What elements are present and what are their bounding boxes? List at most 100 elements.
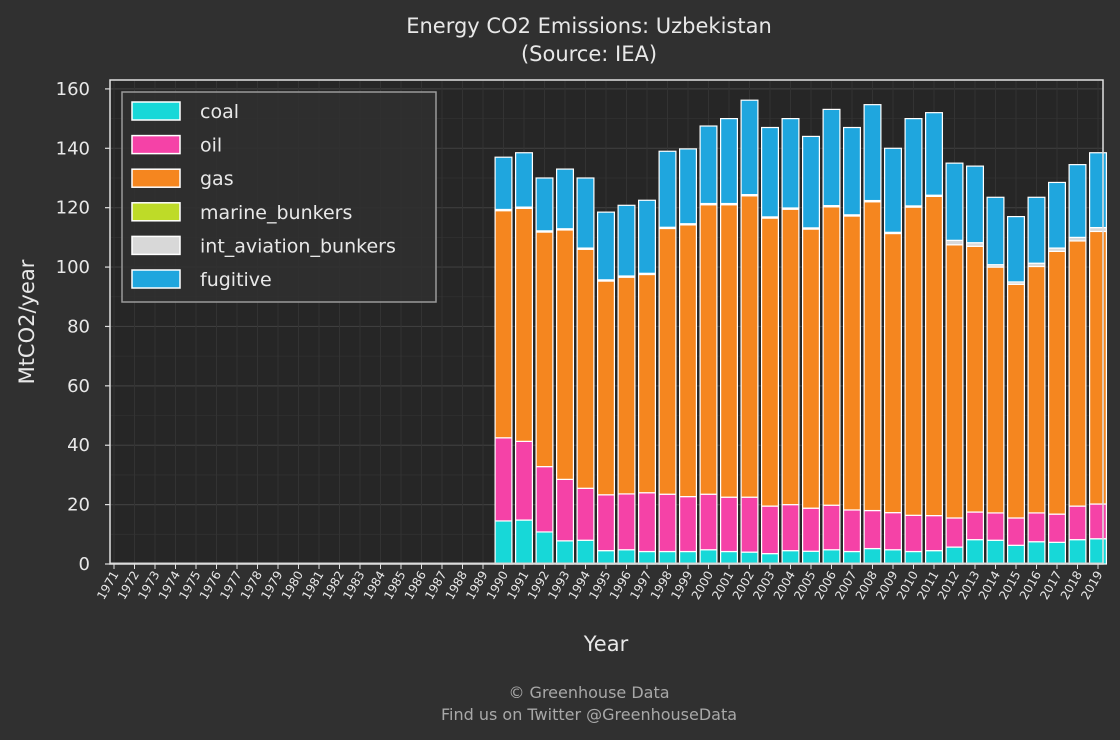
- bar-coal-2010: [904, 550, 923, 565]
- bar-gas-2004: [781, 208, 800, 506]
- bar-fugitive-2008: [863, 104, 882, 202]
- bar-fugitive-2019: [1088, 152, 1108, 229]
- bar-oil-2002: [740, 496, 759, 553]
- bar-oil-1998: [658, 493, 677, 553]
- bar-gas-1999: [678, 224, 698, 498]
- bar-coal-1993: [555, 540, 575, 565]
- y-tick-label-100: 100: [56, 257, 90, 278]
- bar-coal-2018: [1068, 539, 1087, 565]
- bar-coal-1992: [535, 531, 554, 565]
- bar-oil-2017: [1047, 513, 1067, 543]
- bar-coal-2006: [822, 549, 841, 565]
- bar-coal-1997: [637, 550, 657, 565]
- bar-oil-1996: [617, 493, 636, 551]
- x-axis: 1971197219731974197519761977197819791980…: [94, 564, 1106, 602]
- bar-fugitive-1997: [637, 199, 657, 274]
- bar-fugitive-1993: [555, 168, 575, 230]
- bar-gas-2005: [801, 228, 821, 509]
- bar-oil-2000: [699, 493, 718, 551]
- bar-oil-2016: [1027, 512, 1046, 543]
- bar-fugitive-2004: [781, 117, 800, 209]
- bar-fugitive-2003: [760, 126, 780, 218]
- legend-label-int_aviation_bunkers: int_aviation_bunkers: [200, 235, 396, 257]
- bar-oil-2010: [904, 514, 923, 553]
- bar-gas-2012: [945, 244, 964, 519]
- bar-coal-1990: [494, 520, 513, 565]
- y-axis-label: MtCO2/year: [15, 259, 39, 384]
- bar-fugitive-2013: [965, 165, 985, 244]
- legend-swatch-int_aviation_bunkers: [131, 235, 181, 256]
- y-tick-label-20: 20: [67, 495, 90, 516]
- bar-gas-2006: [822, 206, 841, 506]
- bar-coal-2008: [863, 547, 882, 565]
- bar-oil-1995: [596, 494, 616, 552]
- bar-fugitive-1996: [617, 204, 636, 277]
- y-tick-label-140: 140: [56, 138, 90, 159]
- bar-fugitive-1992: [535, 177, 554, 232]
- bar-gas-2009: [883, 232, 903, 514]
- y-tick-label-120: 120: [56, 198, 90, 219]
- bar-gas-2003: [760, 217, 780, 507]
- bar-coal-2005: [801, 550, 821, 565]
- bar-oil-1999: [678, 496, 698, 553]
- bar-gas-2019: [1088, 230, 1108, 505]
- bar-fugitive-2016: [1027, 196, 1046, 264]
- legend-label-marine_bunkers: marine_bunkers: [200, 202, 352, 224]
- bar-fugitive-2009: [883, 147, 903, 233]
- y-tick-label-60: 60: [67, 376, 90, 397]
- bar-gas-1998: [658, 227, 677, 495]
- bar-fugitive-2001: [719, 117, 739, 205]
- bar-coal-2019: [1088, 538, 1108, 565]
- bar-coal-2016: [1027, 541, 1046, 565]
- legend-swatch-marine_bunkers: [131, 202, 181, 222]
- footer-copyright: © Greenhouse Data: [508, 683, 669, 702]
- bar-oil-1993: [555, 478, 575, 542]
- bar-coal-1996: [617, 549, 636, 565]
- bar-gas-2010: [904, 206, 923, 516]
- bar-oil-2019: [1088, 503, 1108, 540]
- bar-coal-2004: [781, 550, 800, 565]
- bar-oil-2012: [945, 517, 964, 548]
- bar-fugitive-2014: [986, 196, 1005, 266]
- bar-gas-1990: [494, 210, 513, 439]
- bar-coal-1994: [576, 539, 595, 565]
- bar-oil-2009: [883, 512, 903, 551]
- legend-label-oil: oil: [200, 135, 222, 157]
- bar-gas-2016: [1027, 265, 1046, 514]
- bar-oil-2001: [719, 496, 739, 553]
- bar-gas-2018: [1068, 240, 1087, 507]
- bar-coal-1998: [658, 550, 677, 565]
- bar-fugitive-2018: [1068, 164, 1087, 238]
- bar-fugitive-2011: [924, 112, 944, 196]
- bar-coal-2003: [760, 553, 780, 565]
- bar-oil-2018: [1068, 505, 1087, 541]
- bar-int_aviation_bunkers-2012: [945, 239, 964, 246]
- bar-fugitive-1991: [514, 152, 534, 208]
- y-tick-label-40: 40: [67, 435, 90, 456]
- bar-coal-2017: [1047, 541, 1067, 565]
- legend-swatch-coal: [131, 101, 181, 121]
- bar-fugitive-2015: [1006, 215, 1026, 283]
- bar-gas-1994: [576, 248, 595, 489]
- y-tick-label-0: 0: [79, 554, 90, 575]
- legend-swatch-fugitive: [131, 269, 181, 289]
- bar-fugitive-2012: [945, 162, 964, 241]
- bar-coal-2014: [986, 539, 1005, 565]
- bar-coal-1999: [678, 550, 698, 565]
- bar-oil-1990: [494, 437, 513, 522]
- legend-swatch-oil: [131, 134, 181, 155]
- legend-items: coal oil gas marine_bunkers int_aviation_bun…: [131, 101, 396, 291]
- bar-coal-1995: [596, 550, 616, 565]
- bar-coal-2007: [842, 550, 862, 565]
- bar-coal-2000: [699, 549, 718, 565]
- bar-gas-2011: [924, 195, 944, 517]
- bar-gas-2002: [740, 195, 759, 498]
- bar-coal-2009: [883, 549, 903, 565]
- bar-gas-2017: [1047, 250, 1067, 515]
- bar-oil-2007: [842, 509, 862, 553]
- x-tick-label-2019: 2019: [1078, 569, 1105, 602]
- bar-coal-2015: [1006, 544, 1026, 565]
- bar-gas-1996: [617, 276, 636, 495]
